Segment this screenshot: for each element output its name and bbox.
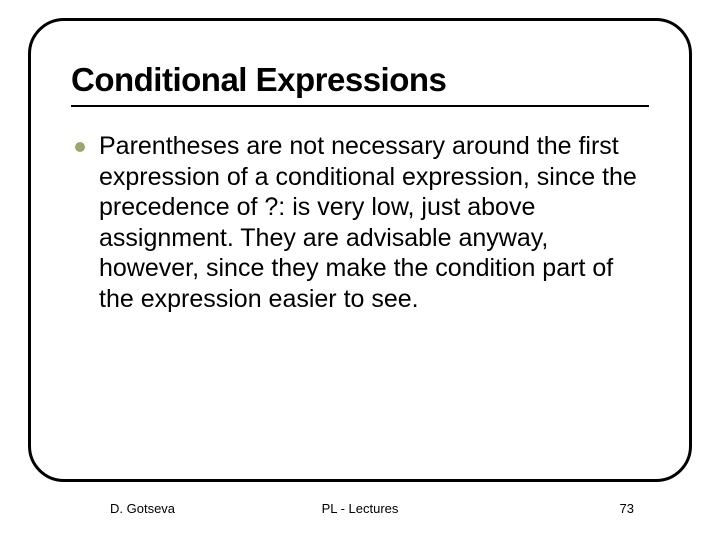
footer-title: PL - Lectures (322, 501, 399, 516)
slide-footer: D. Gotseva PL - Lectures 73 (0, 496, 720, 520)
slide-frame: Conditional Expressions Parentheses are … (28, 18, 692, 482)
footer-page-number: 73 (620, 501, 634, 516)
footer-author: D. Gotseva (110, 501, 175, 516)
slide: Conditional Expressions Parentheses are … (0, 0, 720, 540)
title-underline (71, 105, 649, 107)
bullet-text: Parentheses are not necessary around the… (99, 131, 641, 314)
bullet-icon (75, 142, 85, 152)
slide-title: Conditional Expressions (71, 61, 649, 99)
bullet-item: Parentheses are not necessary around the… (71, 131, 649, 314)
